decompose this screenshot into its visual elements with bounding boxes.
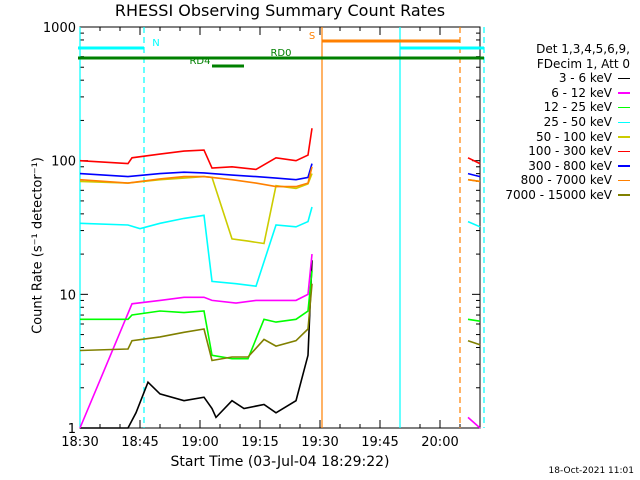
legend: Det 1,3,4,5,6,9, FDecim 1, Att 0 3 - 6 k… xyxy=(480,42,630,203)
legend-label: 6 - 12 keV xyxy=(551,85,612,100)
x-tick-label: 19:45 xyxy=(361,435,398,450)
legend-label: 7000 - 15000 keV xyxy=(505,187,612,202)
series-line-after-gap xyxy=(467,157,481,165)
x-axis-label: Start Time (03-Jul-04 18:29:22) xyxy=(170,454,390,470)
flag-label: S xyxy=(309,31,315,42)
flag-bars: N S RD0 RD4 xyxy=(78,31,484,68)
legend-label: 25 - 50 keV xyxy=(543,114,612,129)
legend-entry: 300 - 800 keV xyxy=(480,159,630,174)
legend-entry: 100 - 300 keV xyxy=(480,144,630,159)
legend-swatch xyxy=(618,150,630,153)
series-line xyxy=(79,173,313,245)
series-line xyxy=(79,128,313,171)
series-line-after-gap xyxy=(467,172,481,178)
x-tick-label: 19:30 xyxy=(301,435,338,450)
y-tick-label: 1 xyxy=(68,422,76,437)
legend-swatch xyxy=(618,106,630,109)
legend-swatch xyxy=(618,92,630,94)
legend-label: 300 - 800 keV xyxy=(528,158,612,173)
legend-label: 3 - 6 keV xyxy=(558,71,612,86)
plot-frame xyxy=(79,26,481,429)
series-line xyxy=(80,270,313,360)
x-tick-label: 19:15 xyxy=(241,435,278,450)
legend-swatch xyxy=(618,194,630,196)
series-line xyxy=(79,206,313,288)
legend-entry: 25 - 50 keV xyxy=(480,115,630,130)
legend-swatch xyxy=(618,136,630,138)
series-line xyxy=(79,254,313,429)
legend-entries: 3 - 6 keV 6 - 12 keV 12 - 25 keV 25 - 50 ke… xyxy=(480,71,630,202)
axis-ticks: 18:30 18:45 19:00 19:15 19:30 19:45 20:00 1 10 10… xyxy=(43,21,481,450)
flag-label: RD4 xyxy=(189,56,210,67)
x-tick-label: 20:00 xyxy=(421,435,458,450)
legend-entry: 7000 - 15000 keV xyxy=(480,188,630,203)
legend-entry: 3 - 6 keV xyxy=(480,71,630,86)
series-line-after-gap xyxy=(467,220,481,228)
chart-title: RHESSI Observing Summary Count Rates xyxy=(114,1,446,20)
legend-entry: 6 - 12 keV xyxy=(480,86,630,101)
legend-header-line-1: Det 1,3,4,5,6,9, xyxy=(536,42,630,56)
legend-header-line-2: FDecim 1, Att 0 xyxy=(536,56,630,71)
generation-timestamp: 18-Oct-2021 11:01 xyxy=(548,466,634,476)
legend-swatch xyxy=(618,165,630,167)
legend-label: 50 - 100 keV xyxy=(535,129,612,144)
vertical-markers xyxy=(79,27,485,428)
legend-label: 800 - 7000 keV xyxy=(520,173,612,188)
data-series xyxy=(79,128,481,429)
series-line-after-gap xyxy=(467,416,481,429)
legend-swatch xyxy=(618,179,630,182)
series-line xyxy=(80,260,313,429)
x-tick-label: 18:45 xyxy=(121,435,158,450)
x-tick-label: 19:00 xyxy=(181,435,218,450)
x-tick-label: 18:30 xyxy=(61,435,98,450)
y-tick-label: 100 xyxy=(51,155,76,170)
series-line xyxy=(79,166,313,188)
series-line xyxy=(79,163,313,181)
legend-label: 100 - 300 keV xyxy=(528,144,612,159)
series-line-after-gap xyxy=(467,178,481,183)
legend-entry: 50 - 100 keV xyxy=(480,130,630,145)
series-line xyxy=(79,283,313,362)
y-tick-label: 10 xyxy=(59,288,76,303)
flag-label: RD0 xyxy=(270,48,291,59)
flag-label: N xyxy=(152,38,159,49)
legend-label: 12 - 25 keV xyxy=(543,100,612,115)
series-line-after-gap xyxy=(467,339,481,346)
legend-entry: 12 - 25 keV xyxy=(480,100,630,115)
y-axis-label: Count Rate (s⁻¹ detector⁻¹) xyxy=(30,157,46,334)
series-line-after-gap xyxy=(467,318,481,322)
y-tick-label: 1000 xyxy=(43,21,76,36)
legend-entry: 800 - 7000 keV xyxy=(480,173,630,188)
legend-swatch xyxy=(618,77,630,80)
legend-swatch xyxy=(618,121,630,124)
